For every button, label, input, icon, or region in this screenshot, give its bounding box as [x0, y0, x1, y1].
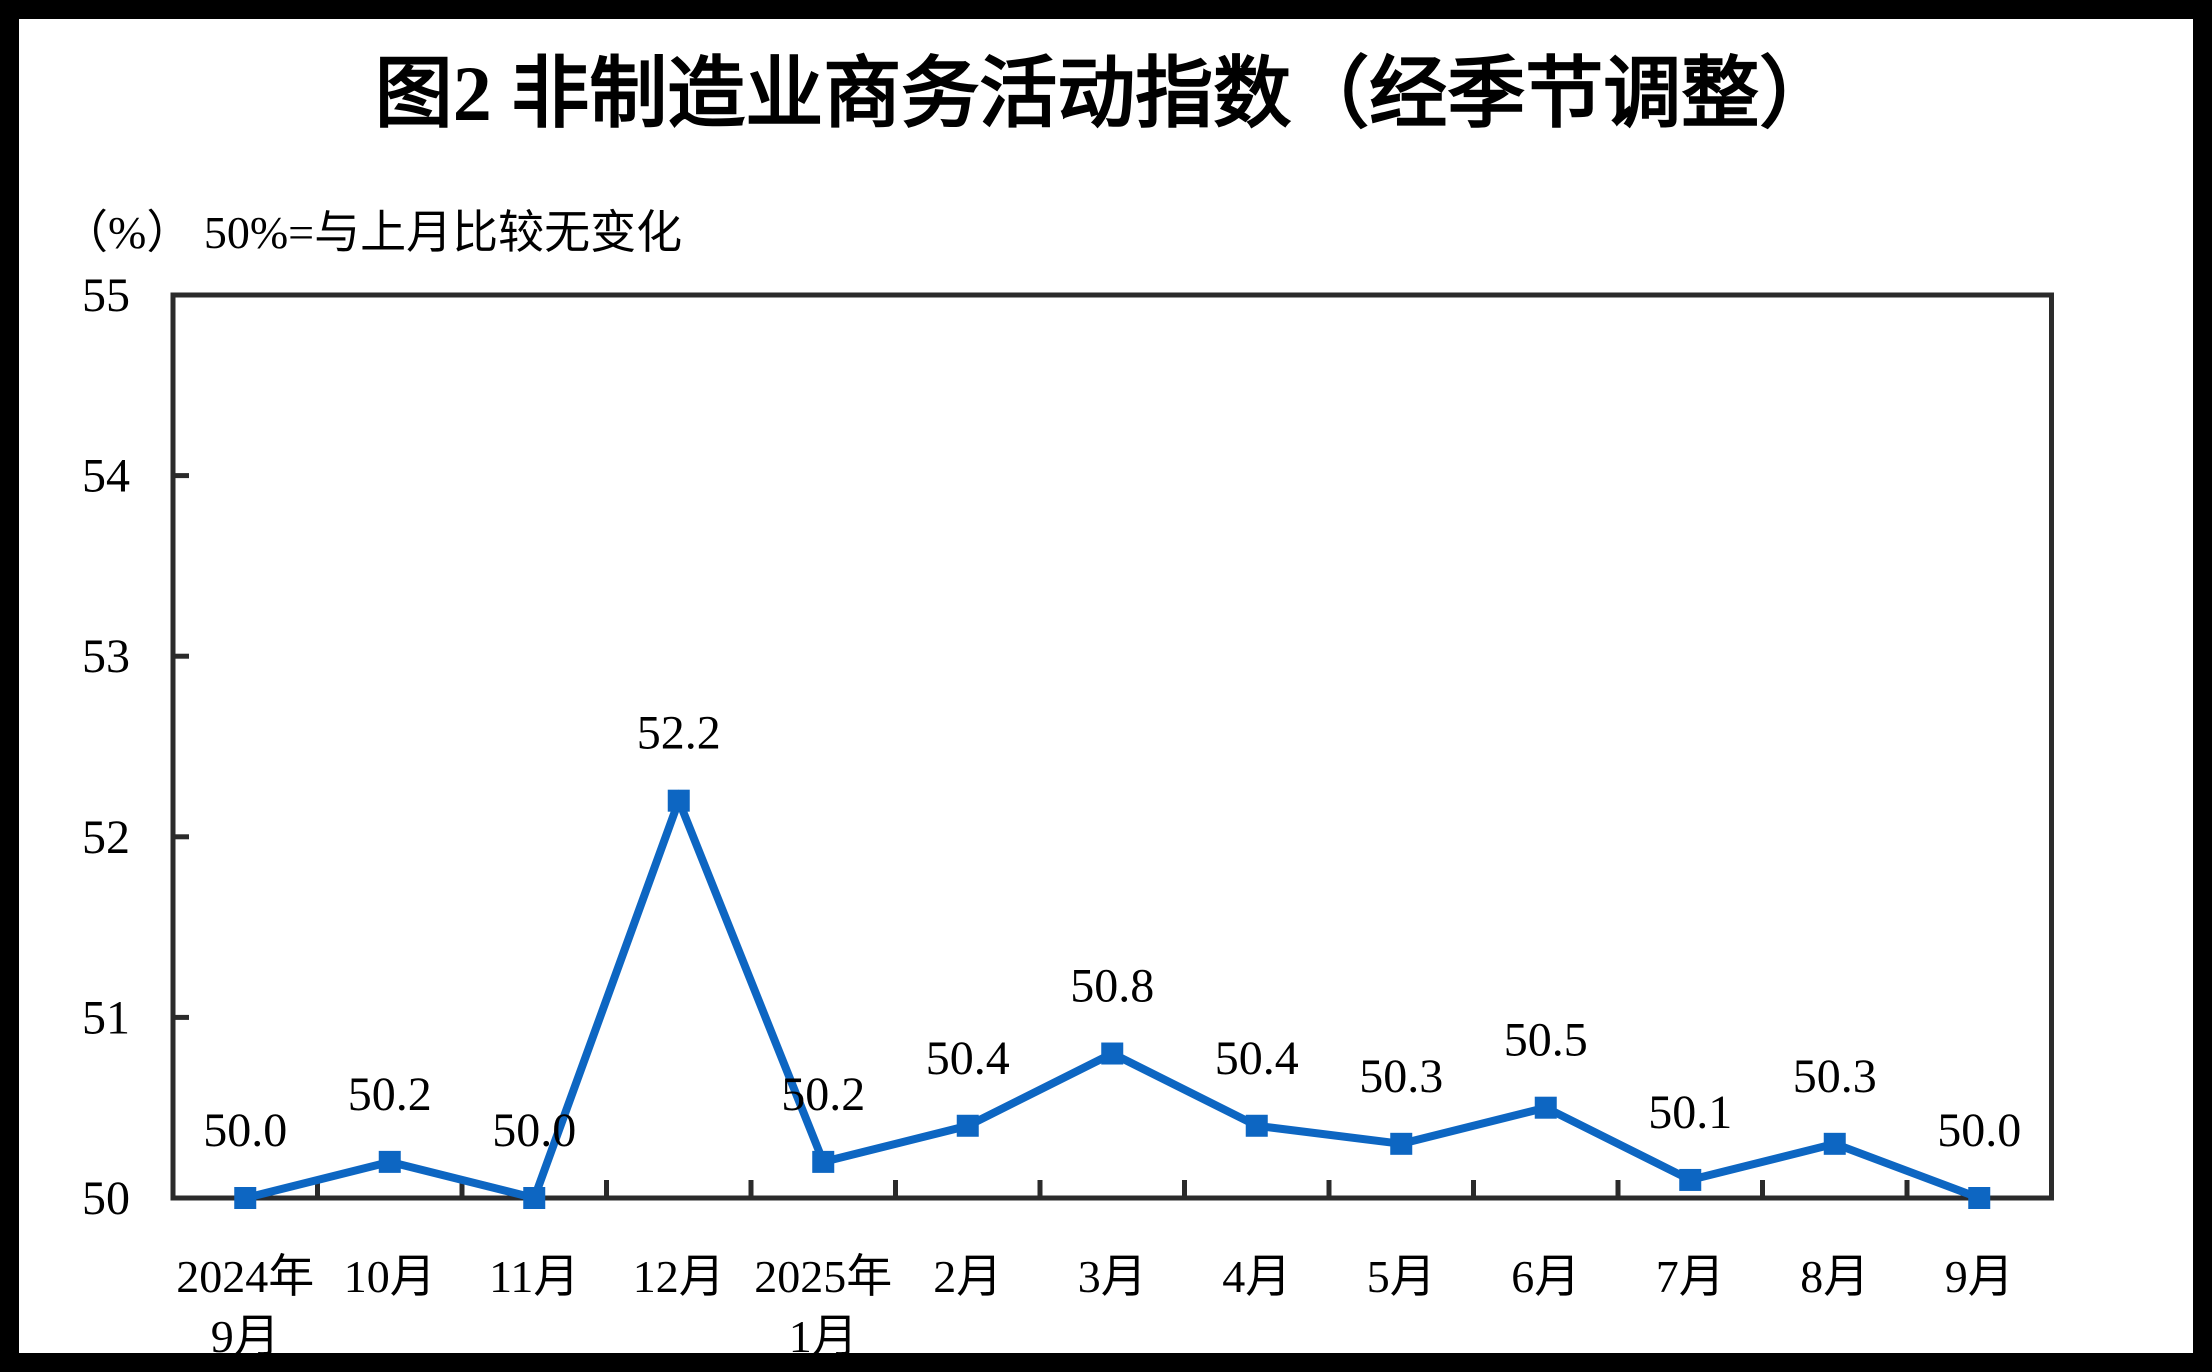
data-label: 50.3: [1359, 1050, 1443, 1103]
data-label: 50.5: [1504, 1014, 1588, 1067]
series-marker: [378, 1150, 401, 1173]
series-marker: [1534, 1096, 1557, 1119]
data-label: 50.8: [1070, 960, 1154, 1013]
pmi-series-markers: [234, 789, 1991, 1209]
series-marker: [1390, 1132, 1413, 1155]
series-marker: [812, 1150, 835, 1173]
series-marker: [1245, 1114, 1268, 1137]
x-axis-label: 2月: [933, 1251, 1002, 1302]
chart-title: 图2 非制造业商务活动指数（经季节调整）: [375, 50, 1838, 137]
x-axis-label: 7月: [1656, 1251, 1725, 1302]
y-axis-labels: 50 51 52 53 54 55: [82, 269, 130, 1225]
y-axis-label: 53: [82, 630, 130, 683]
x-axis-label: 11月: [489, 1251, 579, 1302]
x-axis-label: 12月: [633, 1251, 725, 1302]
y-axis-label: 54: [82, 450, 130, 503]
y-axis-label: 55: [82, 269, 130, 322]
data-label: 50.0: [203, 1104, 287, 1157]
x-axis-label: 8月: [1800, 1251, 1869, 1302]
x-axis-label: 4月: [1222, 1251, 1291, 1302]
plot-area-border: [170, 292, 2054, 1201]
x-axis-label: 10月: [344, 1251, 436, 1302]
y-axis-label: 50: [82, 1172, 130, 1225]
axis-unit-note: （%） 50%=与上月比较无变化: [62, 207, 682, 258]
series-marker: [1968, 1187, 1991, 1209]
data-label: 50.3: [1793, 1050, 1877, 1103]
data-label: 52.2: [637, 707, 721, 760]
x-axis-label: 2025年: [754, 1251, 892, 1302]
data-label: 50.2: [348, 1068, 432, 1121]
y-axis-label: 51: [82, 991, 130, 1044]
data-label: 50.0: [492, 1104, 576, 1157]
data-label: 50.2: [781, 1068, 865, 1121]
y-axis-ticks: [173, 473, 189, 1020]
series-marker: [1823, 1132, 1846, 1155]
series-marker: [523, 1187, 546, 1209]
x-axis-label: 3月: [1078, 1251, 1147, 1302]
pmi-data-labels: 50.0 50.2 50.0 52.2 50.2 50.4 50.8 50.4 50.3 50.5…: [203, 707, 2021, 1157]
data-label: 50.1: [1648, 1086, 1732, 1139]
x-axis-label: 9月: [1945, 1251, 2014, 1302]
data-label: 50.0: [1937, 1104, 2021, 1157]
data-label: 50.4: [1215, 1032, 1299, 1085]
series-marker: [1679, 1168, 1702, 1191]
x-axis-ticks: [315, 1180, 1910, 1198]
x-axis-label: 5月: [1367, 1251, 1436, 1302]
series-marker: [667, 789, 690, 812]
x-axis-label: 6月: [1511, 1251, 1580, 1302]
data-label: 50.4: [926, 1032, 1010, 1085]
y-axis-label: 52: [82, 811, 130, 864]
series-marker: [234, 1187, 257, 1209]
x-axis-label: 2024年: [176, 1251, 314, 1302]
series-marker: [956, 1114, 979, 1137]
series-marker: [1101, 1042, 1124, 1065]
